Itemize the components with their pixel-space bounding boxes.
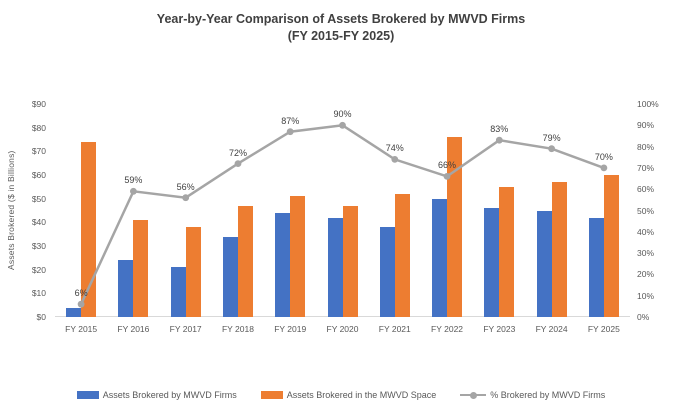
percent-data-label: 79% xyxy=(542,132,561,143)
x-axis-label: FY 2019 xyxy=(274,324,307,334)
line-marker xyxy=(391,156,399,163)
x-axis-label: FY 2018 xyxy=(221,324,254,334)
percent-data-label: 87% xyxy=(281,115,300,126)
percent-data-label: 72% xyxy=(228,147,247,158)
line-marker xyxy=(286,128,294,136)
bar-assets-mwvd-firms xyxy=(66,307,82,317)
data-labels-layer: 6% 59% 56% 72% 87% 90% 74% 66% 83% 79% 70% xyxy=(55,104,630,317)
right-axis-tick: 80% xyxy=(637,141,655,152)
bar-assets-mwvd-space xyxy=(603,175,619,317)
bar-assets-mwvd-firms xyxy=(275,212,291,317)
line-marker xyxy=(443,173,451,180)
bar-assets-mwvd-space xyxy=(394,193,410,317)
bar-assets-mwvd-firms xyxy=(536,210,552,317)
x-axis-label: FY 2025 xyxy=(587,324,620,334)
percent-data-label: 66% xyxy=(438,160,457,171)
line-marker xyxy=(339,121,346,129)
chart-title-line1: Year-by-Year Comparison of Assets Broker… xyxy=(156,12,526,26)
right-axis-tick: 10% xyxy=(637,290,655,301)
bars-layer xyxy=(55,104,630,317)
plot-area: 6% 59% 56% 72% 87% 90% 74% 66% 83% 79% 70% xyxy=(55,104,630,317)
line-layer xyxy=(55,104,630,317)
bar-assets-mwvd-firms xyxy=(222,236,238,317)
bar-assets-mwvd-firms xyxy=(170,267,186,317)
bar-assets-mwvd-space xyxy=(81,141,97,317)
left-axis-tick: $30 xyxy=(31,241,46,251)
line-marker xyxy=(495,136,503,144)
chart-title: Year-by-Year Comparison of Assets Broker… xyxy=(0,11,682,45)
line-marker xyxy=(77,300,85,308)
right-axis-tick: 70% xyxy=(637,162,655,173)
x-axis-label: FY 2022 xyxy=(431,324,464,334)
left-axis-ticks: $0 $10 $20 $30 $40 $50 $60 $70 $80 $90 xyxy=(0,99,46,322)
left-axis-tick: $20 xyxy=(31,264,46,275)
bar-assets-mwvd-space xyxy=(342,205,358,317)
bar-assets-mwvd-space xyxy=(499,186,515,317)
percent-data-label: 6% xyxy=(74,288,88,299)
x-axis-label: FY 2021 xyxy=(378,324,411,334)
left-axis-tick: $0 xyxy=(36,312,46,322)
legend-item-pct-brokered: % Brokered by MWVD Firms xyxy=(460,390,605,400)
line-marker xyxy=(600,164,608,172)
right-axis-tick: 50% xyxy=(637,205,655,216)
bar-assets-mwvd-space xyxy=(185,227,201,317)
line-marker xyxy=(182,194,190,202)
percent-data-label: 90% xyxy=(333,109,352,120)
x-axis-label: FY 2020 xyxy=(326,324,359,334)
right-axis-tick: 40% xyxy=(637,226,655,237)
x-axis-label: FY 2024 xyxy=(535,324,568,334)
x-axis-label: FY 2017 xyxy=(169,324,202,334)
percent-data-label: 74% xyxy=(385,143,404,154)
bar-assets-mwvd-space xyxy=(133,219,149,317)
bar-assets-mwvd-space xyxy=(447,137,463,317)
left-axis-tick: $50 xyxy=(31,193,46,204)
legend-line-marker-icon xyxy=(460,391,487,400)
left-axis-tick: $60 xyxy=(31,170,46,180)
legend-label-pct-brokered: % Brokered by MWVD Firms xyxy=(490,390,606,400)
bar-assets-mwvd-firms xyxy=(484,208,500,317)
bar-assets-mwvd-firms xyxy=(432,198,448,317)
legend-item-assets-mwvd-firms: Assets Brokered by MWVD Firms xyxy=(76,390,237,400)
percent-line xyxy=(77,121,608,308)
left-axis-tick: $80 xyxy=(31,122,46,133)
bar-assets-mwvd-space xyxy=(551,182,567,317)
left-axis-tick: $40 xyxy=(31,217,46,228)
right-axis-tick: 60% xyxy=(637,184,655,195)
x-axis-label: FY 2016 xyxy=(117,324,150,334)
right-axis-tick: 90% xyxy=(637,120,655,131)
bar-assets-mwvd-firms xyxy=(118,260,134,317)
line-marker xyxy=(130,187,137,195)
percent-data-label: 59% xyxy=(124,175,143,186)
left-axis-tick: $70 xyxy=(31,146,46,157)
right-axis-tick: 100% xyxy=(637,99,659,109)
legend-swatch-orange xyxy=(260,391,283,399)
percent-data-label: 83% xyxy=(490,124,509,135)
bar-assets-mwvd-space xyxy=(237,205,253,317)
left-axis-tick: $10 xyxy=(31,288,46,299)
legend: Assets Brokered by MWVD Firms Assets Bro… xyxy=(0,387,682,403)
chart-title-line2: (FY 2015-FY 2025) xyxy=(287,28,395,43)
x-axis-label: FY 2015 xyxy=(65,324,98,334)
x-axis-label: FY 2023 xyxy=(483,324,516,334)
x-axis-labels: FY 2015 FY 2016 FY 2017 FY 2018 FY 2019 FY 20… xyxy=(55,324,630,336)
line-marker xyxy=(234,160,242,167)
bar-assets-mwvd-space xyxy=(290,196,306,317)
legend-item-assets-mwvd-space: Assets Brokered in the MWVD Space xyxy=(260,390,437,400)
bar-assets-mwvd-firms xyxy=(327,217,343,317)
line-marker xyxy=(548,145,555,153)
bar-assets-mwvd-firms xyxy=(588,217,604,317)
legend-label-assets-mwvd-space: Assets Brokered in the MWVD Space xyxy=(286,390,437,400)
right-axis-tick: 20% xyxy=(637,269,655,280)
legend-swatch-blue xyxy=(76,391,99,399)
right-axis-tick: 30% xyxy=(637,248,655,259)
bar-assets-mwvd-firms xyxy=(379,227,395,317)
percent-data-label: 70% xyxy=(594,151,613,162)
right-axis-tick: 0% xyxy=(637,312,650,322)
right-axis-ticks: 0% 10% 20% 30% 40% 50% 60% 70% 80% 90% 100% xyxy=(637,99,682,322)
legend-label-assets-mwvd-firms: Assets Brokered by MWVD Firms xyxy=(102,390,237,400)
left-axis-tick: $90 xyxy=(31,99,46,109)
percent-data-label: 56% xyxy=(176,181,195,192)
